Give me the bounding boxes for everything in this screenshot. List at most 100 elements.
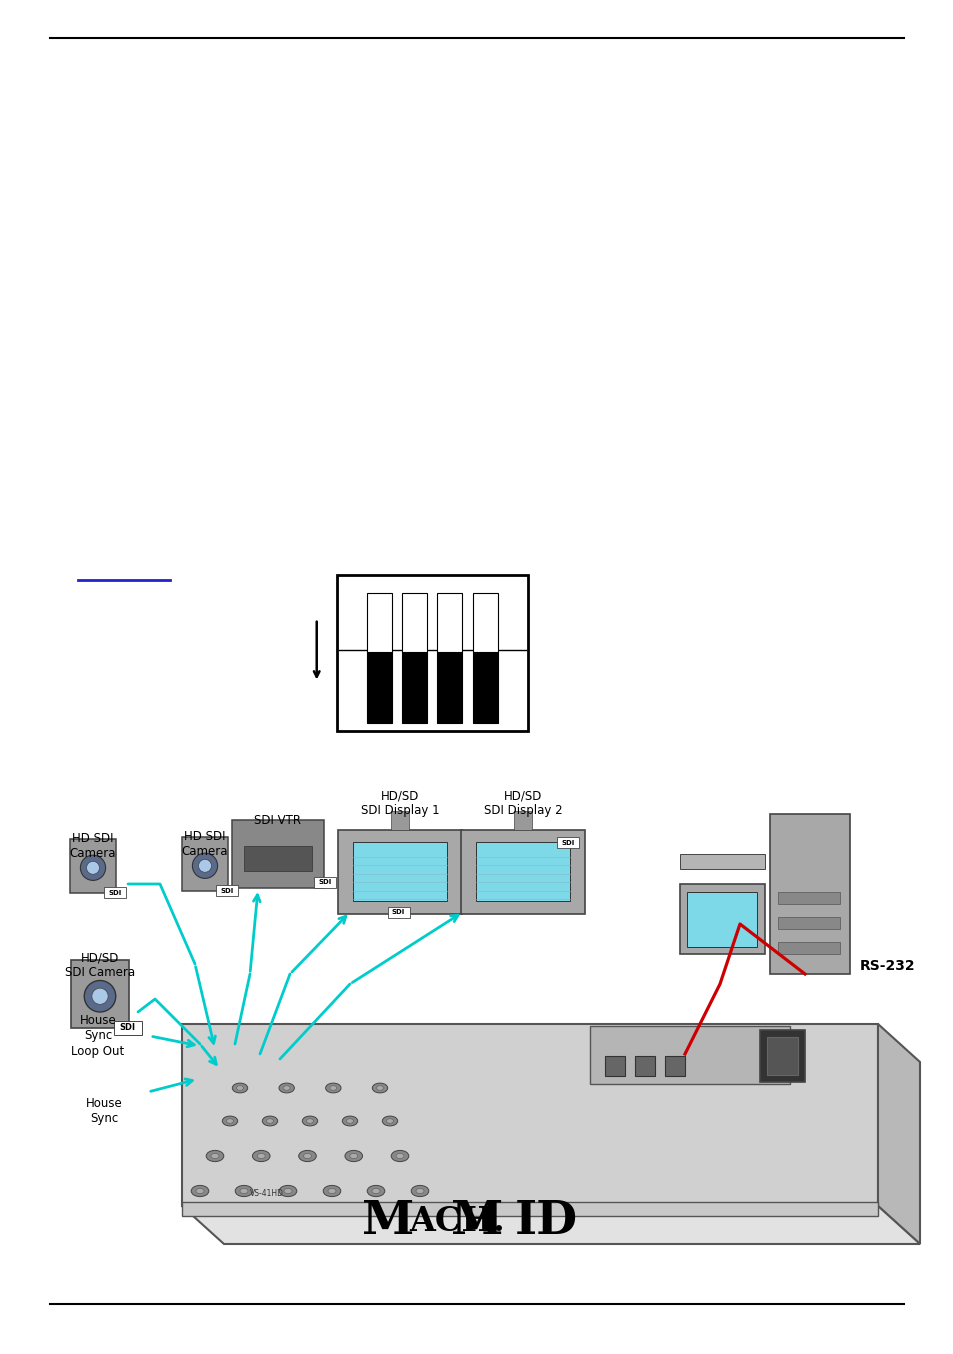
Ellipse shape [367,1185,384,1197]
Ellipse shape [372,1189,379,1194]
Ellipse shape [391,1151,409,1162]
Text: HD/SD
SDI Camera: HD/SD SDI Camera [65,952,135,979]
Bar [476,842,570,902]
Bar [337,830,461,914]
Text: House
Sync
Loop Out: House Sync Loop Out [71,1014,125,1057]
Ellipse shape [298,1151,316,1162]
Text: RS-232: RS-232 [859,959,915,974]
Bar [244,846,312,871]
Bar [557,837,578,849]
Ellipse shape [226,1118,233,1124]
Bar [436,593,461,651]
Ellipse shape [284,1189,292,1194]
Bar [513,811,532,830]
Ellipse shape [211,1154,219,1159]
Ellipse shape [342,1116,357,1127]
Ellipse shape [302,1116,317,1127]
Bar [353,842,447,902]
Ellipse shape [262,1116,277,1127]
Ellipse shape [386,1118,393,1124]
Ellipse shape [345,1151,362,1162]
Bar [182,1202,877,1216]
Ellipse shape [257,1154,265,1159]
Text: HD SDI
Camera: HD SDI Camera [70,831,116,860]
Ellipse shape [278,1083,294,1093]
Bar [401,651,426,723]
Bar [436,651,461,723]
Bar [460,830,584,914]
Ellipse shape [279,1185,296,1197]
Text: ACH.: ACH. [409,1205,516,1238]
Bar [686,892,757,946]
Bar [766,1037,797,1075]
Bar [232,821,324,888]
Bar [679,884,764,955]
Ellipse shape [350,1154,357,1159]
Ellipse shape [303,1154,312,1159]
Text: SDI: SDI [108,890,121,896]
Text: HD/SD
SDI Display 1: HD/SD SDI Display 1 [360,789,438,818]
Text: SDI VTR: SDI VTR [254,814,301,827]
Bar [604,1056,624,1076]
Circle shape [193,853,217,879]
Text: SDI: SDI [220,888,233,894]
Circle shape [87,861,99,875]
Ellipse shape [325,1083,340,1093]
Ellipse shape [306,1118,314,1124]
Bar [635,1056,655,1076]
Circle shape [91,988,108,1005]
Text: M: M [361,1198,414,1244]
Bar [215,886,237,896]
Bar [314,876,335,888]
Ellipse shape [253,1151,270,1162]
Text: SDI: SDI [561,839,574,846]
Circle shape [198,860,212,872]
Bar [664,1056,684,1076]
Bar [472,593,497,651]
Bar [778,917,840,929]
Ellipse shape [195,1189,204,1194]
Ellipse shape [376,1086,383,1090]
Ellipse shape [328,1189,335,1194]
Ellipse shape [283,1086,290,1090]
Bar [778,892,840,904]
Bar [778,942,840,955]
Ellipse shape [346,1118,354,1124]
Bar [760,1030,804,1082]
Bar [336,575,527,731]
Text: HD/SD
SDI Display 2: HD/SD SDI Display 2 [483,789,561,818]
Text: HD SDI
Camera: HD SDI Camera [182,830,228,857]
Text: SDI: SDI [317,879,331,886]
Polygon shape [182,1024,877,1206]
Bar [401,593,426,651]
Circle shape [84,980,115,1011]
Text: VS-41HD: VS-41HD [250,1190,284,1198]
Bar [113,1021,141,1034]
Ellipse shape [382,1116,397,1127]
Text: ID: ID [515,1198,578,1244]
Bar [70,839,116,894]
Bar [391,811,409,830]
Text: House
Sync: House Sync [86,1097,122,1125]
Ellipse shape [233,1083,248,1093]
Circle shape [80,856,106,880]
Ellipse shape [416,1189,423,1194]
Ellipse shape [206,1151,224,1162]
Bar [71,960,129,1028]
Ellipse shape [236,1086,243,1090]
Ellipse shape [222,1116,237,1127]
Bar [472,651,497,723]
Bar [181,837,228,891]
Ellipse shape [395,1154,403,1159]
Polygon shape [182,1206,919,1244]
Bar [366,651,391,723]
Text: M: M [451,1198,502,1244]
Ellipse shape [411,1185,428,1197]
Ellipse shape [266,1118,274,1124]
Bar [104,887,126,899]
Bar [589,1026,789,1085]
Bar [679,854,764,869]
Polygon shape [877,1024,919,1244]
Bar [366,593,391,651]
Ellipse shape [372,1083,387,1093]
